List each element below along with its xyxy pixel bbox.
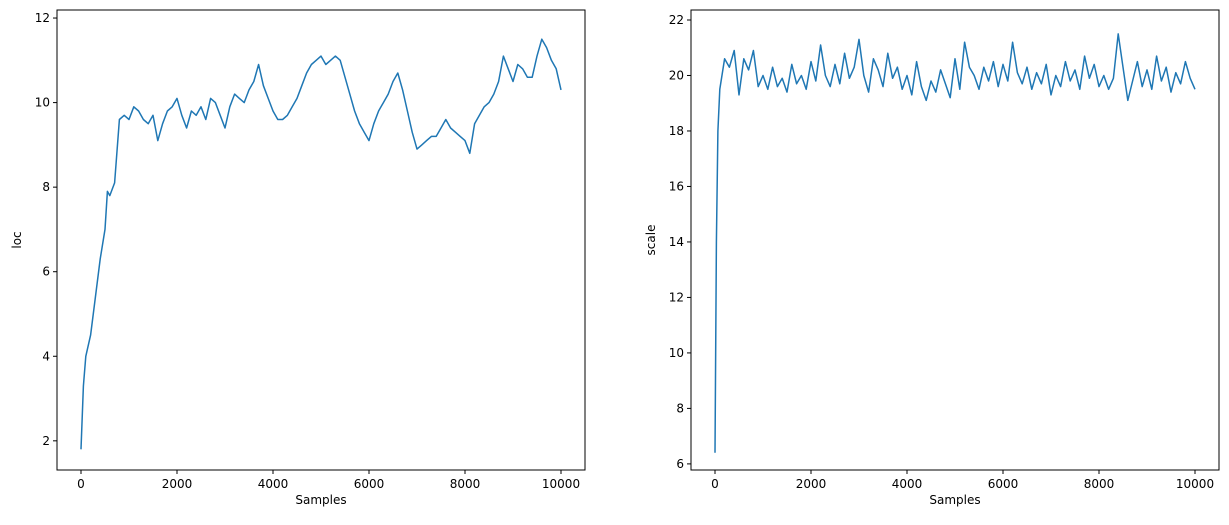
y-tick-label: 18 — [669, 124, 684, 138]
y-tick-label: 12 — [669, 290, 684, 304]
y-tick-label: 6 — [42, 265, 50, 279]
x-tick-label: 4000 — [892, 477, 923, 491]
x-tick-label: 8000 — [450, 477, 481, 491]
y-tick-label: 8 — [42, 180, 50, 194]
x-tick-label: 0 — [77, 477, 85, 491]
y-axis-label: loc — [10, 231, 24, 248]
trace-line — [80, 38, 562, 450]
y-tick-label: 14 — [669, 235, 684, 249]
y-tick-label: 16 — [669, 179, 684, 193]
y-axis-label: scale — [644, 225, 658, 256]
y-tick-label: 8 — [676, 401, 684, 415]
x-tick-label: 2000 — [796, 477, 827, 491]
y-tick-label: 2 — [42, 434, 50, 448]
x-axis-label: Samples — [295, 493, 346, 507]
y-tick-label: 4 — [42, 349, 50, 363]
x-tick-label: 2000 — [162, 477, 193, 491]
x-tick-label: 0 — [711, 477, 719, 491]
x-tick-label: 8000 — [1084, 477, 1115, 491]
x-tick-label: 10000 — [1176, 477, 1214, 491]
y-tick-label: 22 — [669, 13, 684, 27]
y-tick-label: 10 — [669, 346, 684, 360]
x-tick-label: 6000 — [354, 477, 385, 491]
x-axis-label: Samples — [929, 493, 980, 507]
axes-frame — [56, 9, 586, 471]
y-tick-label: 20 — [669, 68, 684, 82]
axes-frame — [690, 9, 1220, 471]
x-tick-label: 10000 — [542, 477, 580, 491]
x-tick-label: 4000 — [258, 477, 289, 491]
x-tick-label: 6000 — [988, 477, 1019, 491]
y-tick-label: 10 — [35, 96, 50, 110]
trace-line — [714, 33, 1196, 453]
y-tick-label: 12 — [35, 11, 50, 25]
y-tick-label: 6 — [676, 457, 684, 471]
